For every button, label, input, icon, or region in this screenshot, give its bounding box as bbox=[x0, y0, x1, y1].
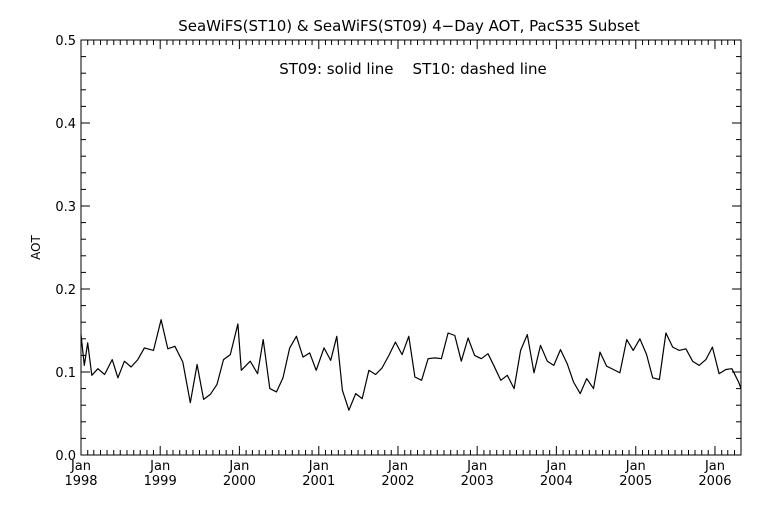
x-tick-month-label: Jan bbox=[70, 459, 91, 474]
x-tick-month-label: Jan bbox=[387, 459, 408, 474]
x-tick-year-label: 1998 bbox=[64, 474, 97, 489]
x-tick-month-label: Jan bbox=[228, 459, 249, 474]
x-tick-year-label: 2004 bbox=[540, 474, 573, 489]
y-tick-label: 0.4 bbox=[55, 117, 76, 132]
x-tick-month-label: Jan bbox=[308, 459, 329, 474]
x-tick-year-label: 2001 bbox=[302, 474, 335, 489]
x-axis: Jan1998Jan1999Jan2000Jan2001Jan2002Jan20… bbox=[64, 40, 742, 489]
plot-frame bbox=[80, 39, 742, 456]
chart-title: SeaWiFS(ST10) & SeaWiFS(ST09) 4−Day AOT,… bbox=[178, 17, 640, 35]
y-tick-label: 0.1 bbox=[55, 366, 76, 381]
x-tick-year-label: 2005 bbox=[619, 474, 652, 489]
x-tick-month-label: Jan bbox=[704, 459, 725, 474]
x-tick-year-label: 2006 bbox=[698, 474, 731, 489]
series-line-st09 bbox=[80, 319, 742, 411]
x-tick-year-label: 2000 bbox=[223, 474, 256, 489]
x-tick-year-label: 2003 bbox=[461, 474, 494, 489]
y-axis: 0.0 0.1 0.2 0.3 0.4 0.5 bbox=[55, 34, 741, 464]
y-tick-label: 0.2 bbox=[55, 283, 76, 298]
x-tick-month-label: Jan bbox=[545, 459, 566, 474]
x-tick-month-label: Jan bbox=[149, 459, 170, 474]
y-axis-label: AOT bbox=[29, 234, 43, 259]
x-tick-month-label: Jan bbox=[466, 459, 487, 474]
y-tick-label: 0.0 bbox=[55, 449, 76, 464]
y-tick-label: 0.5 bbox=[55, 34, 76, 49]
x-tick-year-label: 1999 bbox=[144, 474, 177, 489]
y-tick-label: 0.3 bbox=[55, 200, 76, 215]
series-style-note: ST09: solid line ST10: dashed line bbox=[279, 60, 547, 78]
x-tick-month-label: Jan bbox=[625, 459, 646, 474]
series-layer bbox=[80, 319, 742, 411]
x-tick-year-label: 2002 bbox=[381, 474, 414, 489]
